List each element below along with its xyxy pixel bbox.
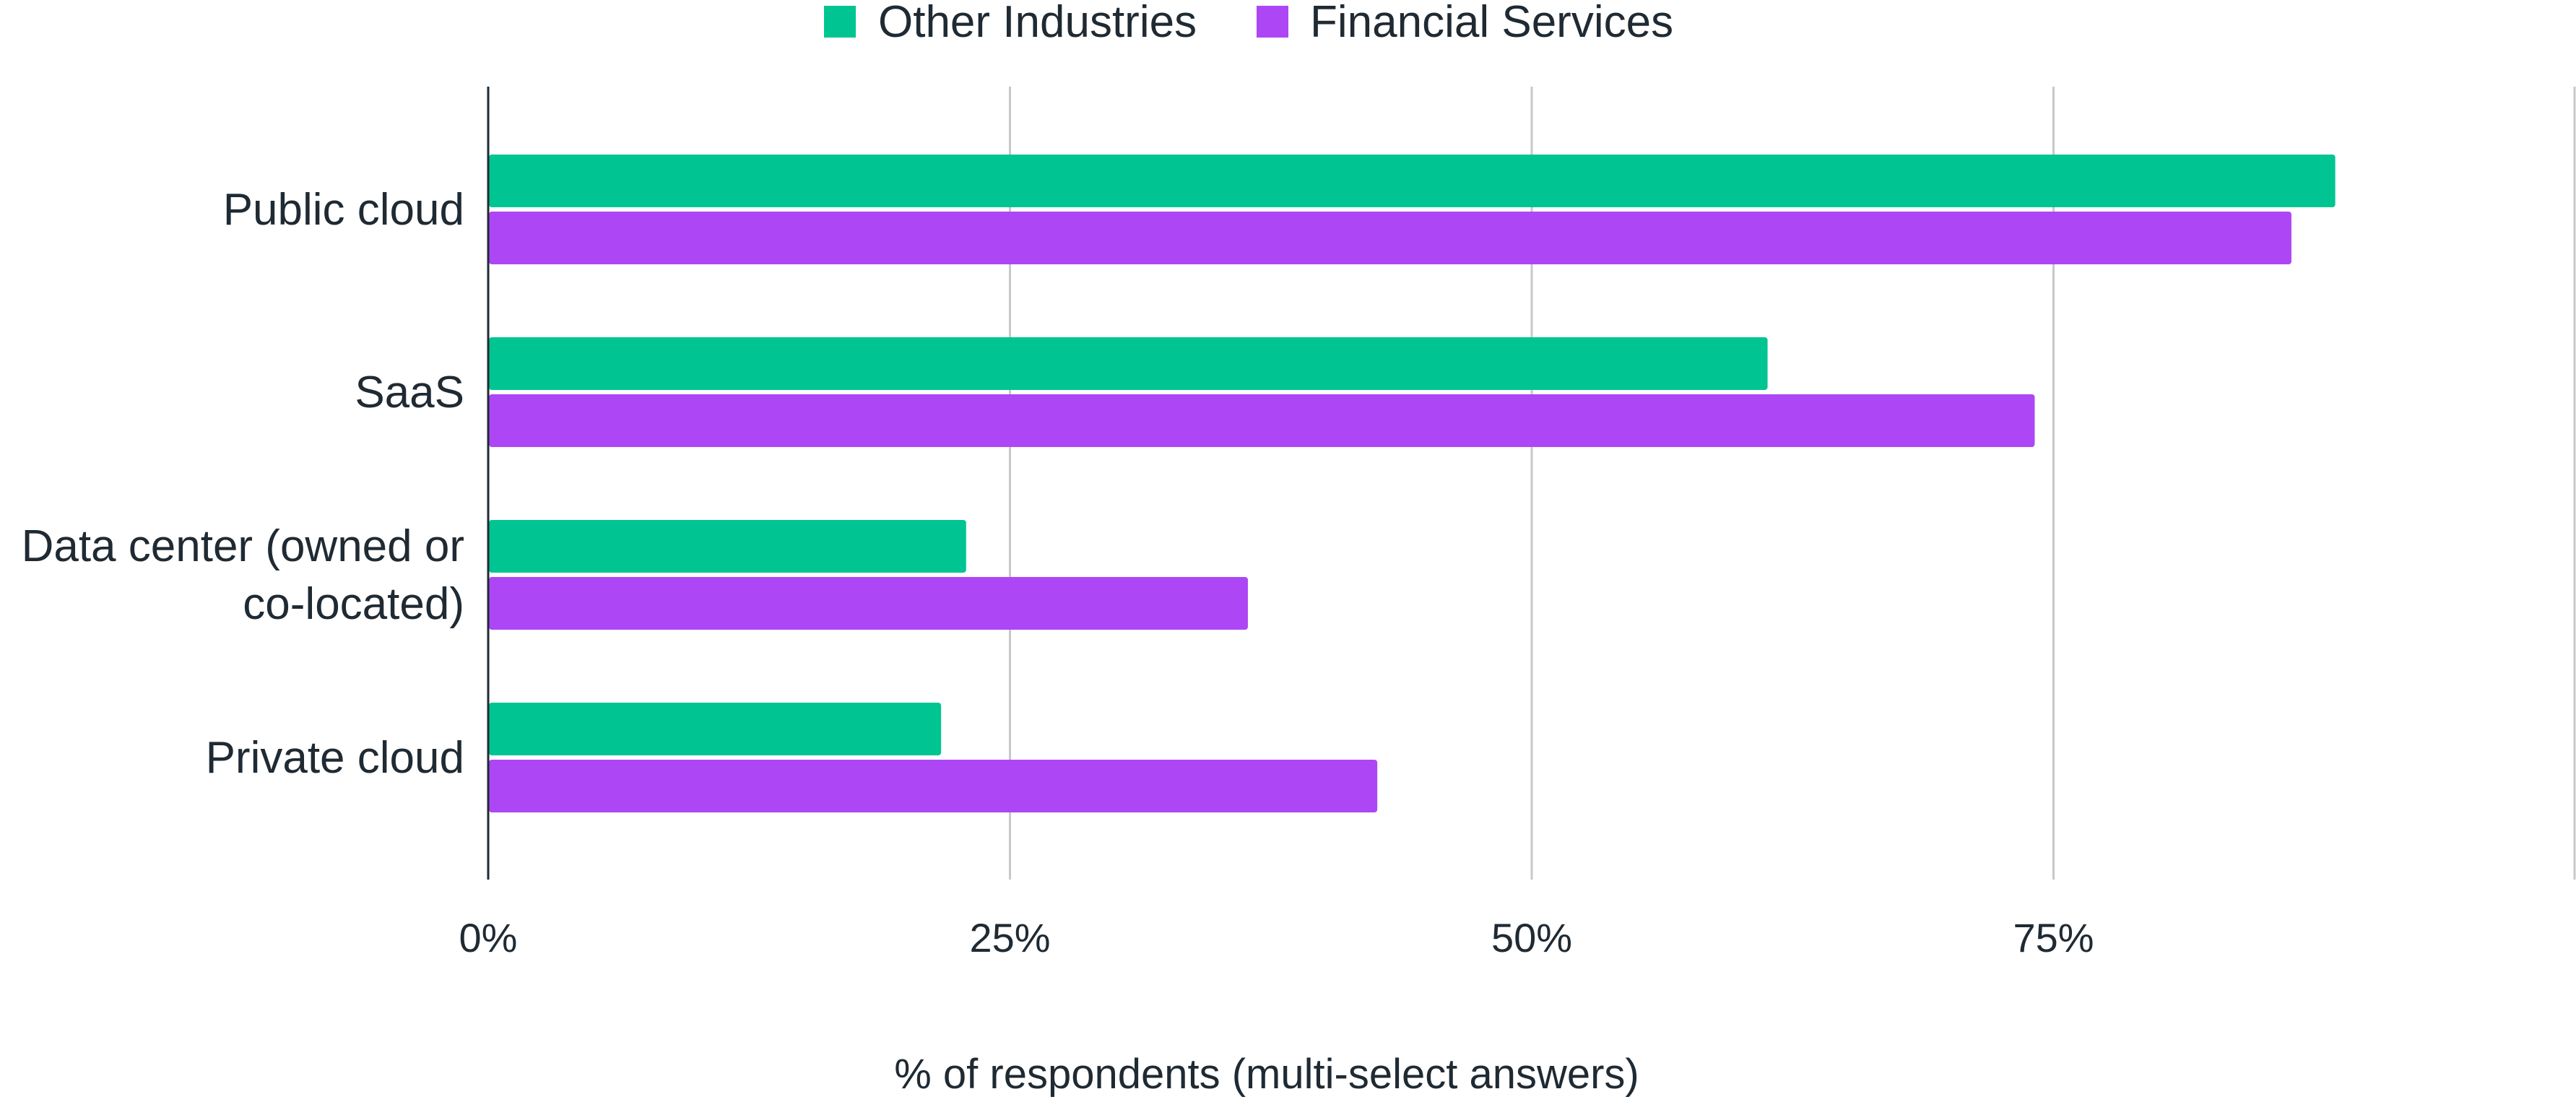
bar [489,760,1378,812]
x-tick-label: 25% [969,915,1050,960]
x-tick-label: 75% [2013,915,2094,960]
legend-label: Financial Services [1310,0,1673,47]
bar [489,394,2035,447]
bar [489,212,2291,264]
bar [489,155,2336,207]
x-tick-labels: 0% 25% 50% 75% [459,915,2094,960]
legend: Other Industries Financial Services [824,0,1673,47]
category-label: Public cloud [223,185,464,235]
category-label: co-located) [243,579,464,629]
category-label: Private cloud [206,733,464,783]
bar [489,520,966,573]
x-tick-label: 0% [459,915,518,960]
category-labels: Public cloud SaaS Data center (owned or co-… [22,185,464,783]
category-label: SaaS [355,368,464,417]
x-axis-title: % of respondents (multi-select answers) [894,1051,1639,1098]
bars [489,155,2336,812]
bar [489,577,1248,630]
x-tick-label: 50% [1491,915,1572,960]
legend-label: Other Industries [878,0,1197,47]
bar [489,703,942,755]
legend-swatch [824,6,856,38]
bar [489,337,1768,390]
category-label: Data center (owned or [22,521,464,571]
legend-swatch [1257,6,1288,38]
